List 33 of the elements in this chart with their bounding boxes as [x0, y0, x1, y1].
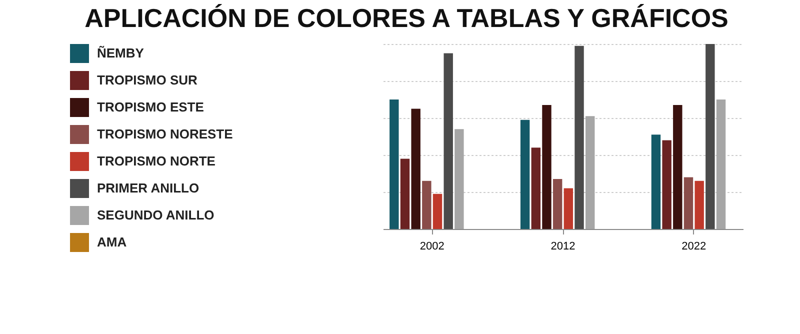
chart-title: APLICACIÓN DE COLORES A TABLAS Y GRÁFICOS — [84, 3, 728, 33]
bar — [444, 53, 453, 229]
bar — [411, 108, 420, 229]
bar — [574, 46, 584, 229]
bar — [694, 180, 704, 229]
x-tick-label: 2012 — [550, 240, 576, 252]
bar — [706, 44, 715, 229]
bar — [564, 188, 574, 229]
bar — [716, 100, 726, 229]
bar — [651, 134, 661, 229]
bar — [400, 158, 410, 229]
bar — [585, 116, 595, 229]
bar — [432, 194, 442, 229]
bar — [454, 129, 464, 229]
bar — [390, 100, 399, 229]
bar — [531, 148, 541, 229]
legend-label: TROPISMO ESTE — [97, 100, 204, 114]
bar — [684, 177, 694, 229]
legend-label: PRIMER ANILLO — [97, 180, 200, 196]
x-tick-label: 2002 — [420, 240, 444, 252]
legend-label: ÑEMBY — [97, 46, 144, 60]
bar — [520, 120, 530, 229]
legend-label: TROPISMO NORTE — [97, 154, 216, 168]
legend-label: SEGUNDO ANILLO — [97, 208, 214, 222]
legend-label: TROPISMO SUR — [97, 72, 198, 88]
legend-label: AMA — [97, 234, 128, 250]
bar — [552, 179, 562, 229]
legend-label: TROPISMO NORESTE — [97, 126, 234, 142]
bar — [673, 105, 682, 229]
bar — [542, 105, 552, 229]
x-tick-label: 2022 — [682, 240, 706, 252]
bar — [422, 180, 432, 229]
bar — [662, 140, 672, 229]
